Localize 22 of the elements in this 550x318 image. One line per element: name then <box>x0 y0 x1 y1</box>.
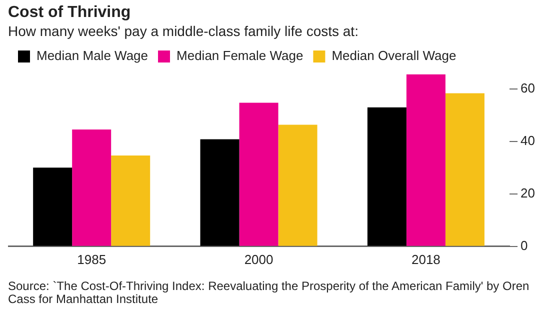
bar <box>200 139 240 246</box>
y-tick-label: 20 <box>520 185 536 200</box>
y-tick-label: 40 <box>520 132 536 148</box>
y-tick-label: 0 <box>520 238 528 253</box>
source-note: Source: `The Cost-Of-Thriving Index: Reevaluating the Prosperity of the American Family' by Oren Cass for Manhattan Institute <box>8 279 530 306</box>
bar <box>239 102 278 246</box>
bar <box>72 129 112 246</box>
chart-title: Cost of Thriving <box>8 4 132 22</box>
bar <box>33 168 72 246</box>
chart-subtitle: How many weeks' pay a middle-class family life costs at: <box>8 22 360 40</box>
x-tick-label: 2000 <box>244 252 274 267</box>
legend-label: Median Male Wage <box>36 48 148 64</box>
legend-label: Median Overall Wage <box>332 48 456 64</box>
legend-label: Median Female Wage <box>176 48 304 64</box>
x-tick-label: 2018 <box>411 252 440 267</box>
bar <box>111 155 150 246</box>
x-tick-label: 1985 <box>77 252 106 267</box>
bar <box>445 93 484 246</box>
bar <box>367 107 406 246</box>
bar <box>406 74 446 246</box>
bar <box>278 124 318 246</box>
y-tick-label: 60 <box>520 80 536 96</box>
